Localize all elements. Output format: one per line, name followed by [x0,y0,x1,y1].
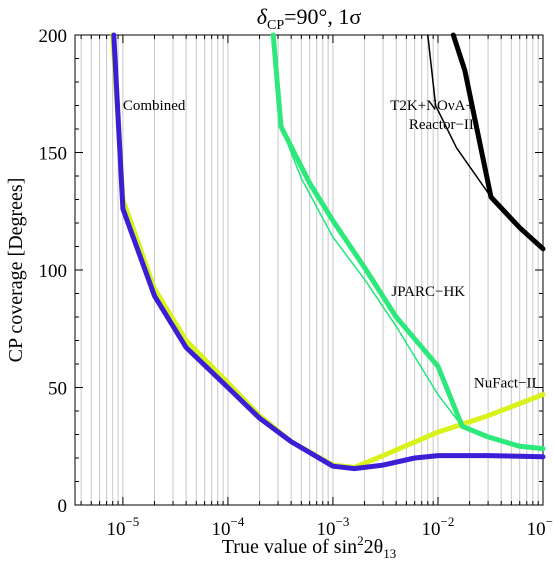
series-label-nufact: NuFact−II [474,376,537,392]
series-label-jparc: JPARC−HK [391,284,465,300]
x-axis-label-prefix: True value of sin [222,536,357,558]
y-tick-label: 200 [39,26,68,47]
series-label-layer: Combined T2K+NOνA+ Reactor−II JPARC−HK NuFac… [123,98,537,391]
series-line-combined [111,32,546,472]
x-axis-label-middle: 2θ [364,536,384,558]
series-line-t2k [450,32,546,252]
x-tick-label: 10−5 [106,514,139,540]
title-symbol: δ [257,4,268,29]
x-tick-label: 10−2 [422,514,455,540]
chart-title: δCP=90°, 1σ [257,4,362,33]
x-tick-label: 10−1 [527,514,554,540]
series-label-t2k: T2K+NOνA+ [390,98,474,114]
x-axis-label-sub: 13 [383,546,396,561]
y-tick-label: 0 [58,496,68,517]
x-axis-label-sup: 2 [357,533,364,548]
series-line-jparc [270,32,546,452]
y-axis-label: CP coverage [Degrees] [5,178,27,363]
tick-layer: 10−5 10−4 10−3 10−2 10−1 0 50 100 150 200 [39,26,554,540]
y-tick-label: 150 [39,144,68,165]
series-label-t2k: Reactor−II [409,117,474,133]
series-line-jparc-thin [280,125,463,428]
series-label-combined: Combined [123,98,186,114]
series-layer [110,32,546,472]
x-tick-label: 10−4 [211,514,244,540]
y-tick-label: 100 [39,261,68,282]
title-subscript: CP [267,18,284,33]
series-line-t2k-thin [427,34,492,198]
y-tick-label: 50 [48,379,67,400]
title-rest: =90°, 1σ [284,4,361,29]
x-axis-label: True value of sin22θ13 [222,533,396,561]
x-tick-label: 10−3 [317,514,350,540]
